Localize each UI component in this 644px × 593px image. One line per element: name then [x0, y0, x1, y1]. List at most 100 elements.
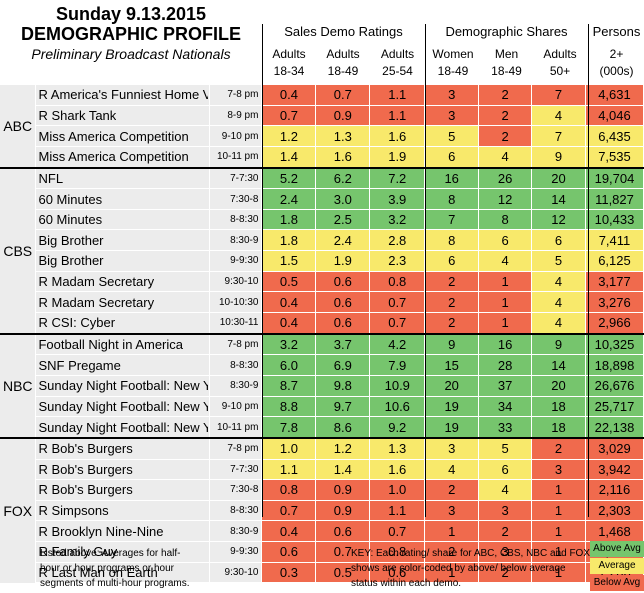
rating-cell: 16 — [478, 333, 533, 356]
rating-cell: 0.6 — [369, 562, 426, 584]
show-name-text: R Bob's Burgers — [38, 461, 133, 477]
rating-cell: 20 — [531, 375, 586, 397]
rating-cell: 12 — [478, 188, 533, 210]
rating-cell: 0.6 — [315, 291, 371, 314]
divider-sales — [262, 24, 263, 517]
table-row: 60 Minutes 8-8:30 1.8 2.5 3.2 7 8 12 10,433 — [0, 209, 644, 231]
show-name: Sunday Night Football: New York Giants a… — [35, 416, 211, 439]
rating-cell: 26,676 — [585, 375, 644, 397]
table-row: R Last Man on Earth9:30-100.30.50.61211,… — [0, 562, 644, 584]
show-name-text: Sunday Night Football: New York Giants a… — [38, 398, 208, 414]
time-slot: 7-7:30 — [209, 459, 263, 481]
table-row: Sunday Night Football: New York Giants a… — [0, 375, 644, 397]
time-slot: 8:30-9 — [209, 520, 263, 543]
time-slot: 8-8:30 — [209, 209, 263, 231]
time-slot: 10:30-11 — [209, 312, 263, 335]
rating-cell: 1.8 — [261, 209, 317, 231]
rating-cell: 3 — [424, 85, 480, 106]
column-header: Adults 25-54 — [370, 46, 425, 80]
rating-cell: 14 — [531, 354, 586, 376]
rating-cell: 4 — [531, 271, 586, 293]
rating-cell: 0.7 — [315, 541, 371, 563]
rating-cell: 18 — [531, 396, 586, 418]
table-row: Sunday Night Football: New York Giants a… — [0, 416, 644, 439]
rating-cell: 3.2 — [261, 333, 317, 356]
rating-cell: 1,468 — [585, 520, 644, 543]
rating-cell: 2 — [478, 125, 533, 147]
rating-cell: 1 — [531, 562, 586, 584]
table-row: R CSI: Cyber 10:30-11 0.4 0.6 0.7 2 1 4 2,966 — [0, 312, 644, 335]
column-header-line1: Men — [494, 47, 519, 61]
column-header-line1: Adults — [272, 47, 306, 61]
column-header: Adults 18-34 — [262, 46, 316, 80]
column-header-line2: 18-49 — [327, 64, 359, 78]
show-name: Miss America Competition — [35, 125, 211, 147]
show-name-text: R Simpsons — [38, 503, 109, 519]
rating-cell: 0.9 — [315, 105, 371, 127]
column-header-line1: Women — [432, 47, 474, 61]
rating-cell: 4 — [478, 146, 533, 169]
show-name: Miss America Competition — [35, 146, 211, 169]
rating-cell: 8.6 — [315, 416, 371, 439]
time-slot: 10-11 pm — [209, 146, 263, 169]
rating-cell: 5 — [531, 250, 586, 272]
rating-cell: 0.8 — [261, 479, 317, 501]
rating-cell: 0.8 — [369, 541, 426, 563]
rating-cell: 6.0 — [261, 354, 317, 376]
rating-cell: 9.8 — [315, 375, 371, 397]
rating-cell: 1.1 — [369, 500, 426, 522]
column-header-line2: 50+ — [549, 64, 571, 78]
column-header-line1: Adults — [380, 47, 415, 61]
rating-cell: 4,631 — [585, 85, 644, 106]
rating-cell: 2.5 — [315, 209, 371, 231]
rating-cell: 1.4 — [315, 459, 371, 481]
rating-cell: 8 — [424, 229, 480, 252]
rating-cell: 1 — [478, 291, 533, 314]
rating-cell: 4 — [424, 459, 480, 481]
rating-cell: 6 — [478, 229, 533, 252]
rating-cell: 4 — [531, 291, 586, 314]
show-name-text: Sunday Night Football: New York Giants a… — [38, 378, 208, 394]
show-name-text: R Family Guy — [38, 544, 118, 560]
time-slot: 7:30-8 — [209, 188, 263, 210]
rating-cell: 3 — [478, 541, 533, 563]
column-header-line1: Adults — [543, 47, 577, 61]
rating-cell: 6,125 — [585, 250, 644, 272]
rating-cell: 7 — [531, 85, 586, 106]
rating-cell: 19 — [424, 416, 480, 439]
rating-cell: 3,029 — [585, 437, 644, 460]
rating-cell: 33 — [478, 416, 533, 439]
show-name: R Brooklyn Nine-Nine — [35, 520, 211, 543]
rating-cell: 1.0 — [369, 479, 426, 501]
show-name-text: R Brooklyn Nine-Nine — [38, 523, 164, 539]
rating-cell: 1.4 — [261, 146, 317, 169]
show-name-text: R America's Funniest Home Videos — [38, 87, 208, 103]
rating-cell: 3 — [424, 437, 480, 460]
show-name: 60 Minutes — [35, 188, 211, 210]
rating-cell: 0.9 — [315, 479, 371, 501]
group-header-persons: Persons — [592, 24, 641, 39]
show-name-text: R Madam Secretary — [38, 274, 155, 290]
show-name-text: NFL — [38, 170, 64, 186]
table-row: R Simpsons 8-8:30 0.7 0.9 1.1 3 3 1 2,303 — [0, 500, 644, 522]
rating-cell: 9.2 — [369, 416, 426, 439]
rating-cell: 1.3 — [315, 125, 371, 147]
rating-cell: 6 — [424, 250, 480, 272]
time-slot: 7-7:30 — [209, 167, 263, 190]
table-row: Sunday Night Football: New York Giants a… — [0, 396, 644, 418]
rating-cell: 3 — [531, 459, 586, 481]
time-slot: 8-8:30 — [209, 500, 263, 522]
rating-cell: 1 — [424, 520, 480, 543]
rating-cell: 2,966 — [585, 312, 644, 335]
show-name: R Shark Tank — [35, 105, 211, 127]
rating-cell: 7 — [424, 209, 480, 231]
rating-cell: 3.2 — [369, 209, 426, 231]
rating-cell: 19 — [424, 396, 480, 418]
rating-cell: 9 — [424, 333, 480, 356]
column-header: Women 18-49 — [426, 46, 480, 80]
rating-cell: 3.0 — [315, 188, 371, 210]
show-name-text: Big Brother — [38, 253, 104, 269]
rating-cell: 7.8 — [261, 416, 317, 439]
rating-cell: 1.1 — [369, 105, 426, 127]
time-slot: 9-9:30 — [209, 541, 263, 563]
